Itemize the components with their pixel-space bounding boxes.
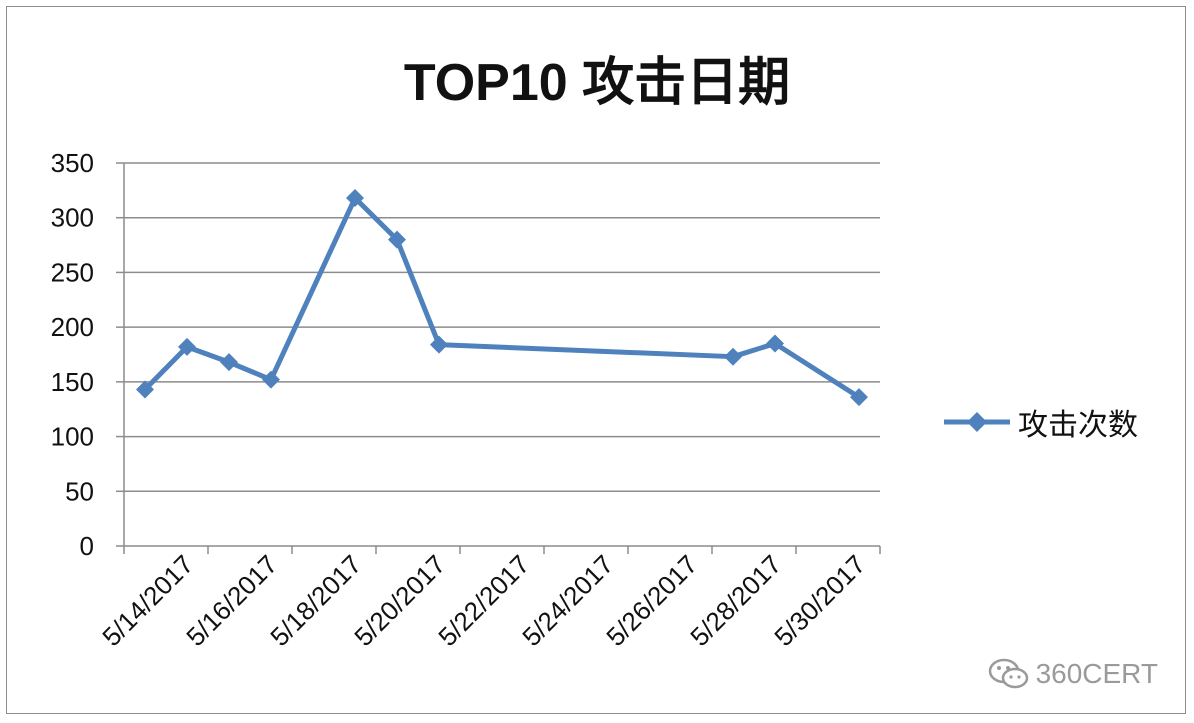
legend-label: 攻击次数 xyxy=(1018,408,1138,443)
x-tick-label: 5/20/2017 xyxy=(348,549,451,652)
legend: 攻击次数 xyxy=(942,400,1138,444)
data-point xyxy=(766,334,784,353)
data-point xyxy=(850,388,868,407)
x-tick-label: 5/26/2017 xyxy=(600,549,703,652)
x-tick-label: 5/30/2017 xyxy=(768,549,871,652)
watermark-text: 360CERT xyxy=(1035,658,1158,689)
series-line xyxy=(143,195,861,400)
data-point xyxy=(178,337,196,356)
x-tick-label: 5/24/2017 xyxy=(516,549,619,652)
y-tick-label: 50 xyxy=(65,476,94,506)
data-point xyxy=(346,189,364,208)
axes xyxy=(116,162,881,554)
y-tick-label: 300 xyxy=(51,203,94,233)
data-point xyxy=(430,335,448,354)
x-tick-label: 5/22/2017 xyxy=(432,549,535,652)
legend-swatch xyxy=(944,412,1010,432)
x-tick-label: 5/16/2017 xyxy=(180,549,283,652)
x-tick-label: 5/14/2017 xyxy=(96,549,199,652)
chart-frame xyxy=(6,6,1186,714)
y-tick-label: 200 xyxy=(51,312,94,342)
y-tick-label: 100 xyxy=(51,422,94,452)
y-tick-label: 250 xyxy=(51,257,94,287)
data-point xyxy=(724,347,742,366)
data-point xyxy=(220,353,238,372)
x-tick-labels: 5/14/20175/16/20175/18/20175/20/20175/22… xyxy=(96,549,871,652)
watermark: 360CERT xyxy=(988,656,1158,692)
data-point xyxy=(136,380,154,399)
y-tick-labels: 0 50 100 150 200 250 300 350 xyxy=(51,148,94,561)
x-tick-label: 5/28/2017 xyxy=(684,549,787,652)
y-tick-label: 350 xyxy=(51,148,94,178)
gridlines xyxy=(124,162,880,493)
chart-title: TOP10 攻击日期 xyxy=(403,54,791,112)
y-tick-label: 0 xyxy=(80,531,94,561)
x-tick-label: 5/18/2017 xyxy=(264,549,367,652)
series-group xyxy=(136,189,868,407)
data-point xyxy=(388,230,406,249)
y-tick-label: 150 xyxy=(51,367,94,397)
data-point xyxy=(262,370,280,389)
wechat-icon xyxy=(988,658,1028,689)
